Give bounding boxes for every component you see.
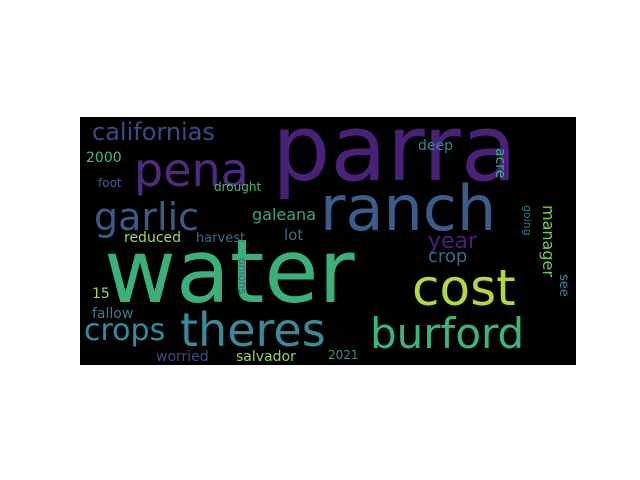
word-onions: onions [236,258,249,294]
word-15: 15 [92,286,110,302]
word-2000: 2000 [86,150,122,166]
word-year: year [428,229,478,254]
word-water: water [104,220,356,323]
word-cloud-background [80,117,576,365]
word-see: see [556,274,571,297]
word-reduced: reduced [124,230,181,246]
word-lot: lot [284,226,303,244]
word-2021: 2021 [328,348,359,362]
word-acre: acre [492,148,508,178]
word-theres: theres [180,303,326,357]
word-burford: burford [370,309,524,358]
word-cost: cost [412,259,516,317]
word-parra: parra [272,95,517,202]
word-fallow: fallow [92,306,133,322]
word-going: going [521,205,534,236]
word-drought: drought [214,180,261,194]
word-salvador: salvador [236,349,296,365]
word-galeana: galeana [252,205,316,224]
word-manager: manager [539,205,558,277]
word-harvest: harvest [196,231,245,246]
word-crops: crops [84,313,165,348]
word-californias: californias [92,118,215,146]
word-ranch: ranch [320,172,496,245]
word-deep: deep [418,138,453,154]
word-foot: foot [98,176,122,190]
word-worried: worried [156,349,209,365]
word-pena: pena [134,143,249,197]
word-garlic: garlic [94,195,199,239]
word-crop: crop [428,246,467,267]
